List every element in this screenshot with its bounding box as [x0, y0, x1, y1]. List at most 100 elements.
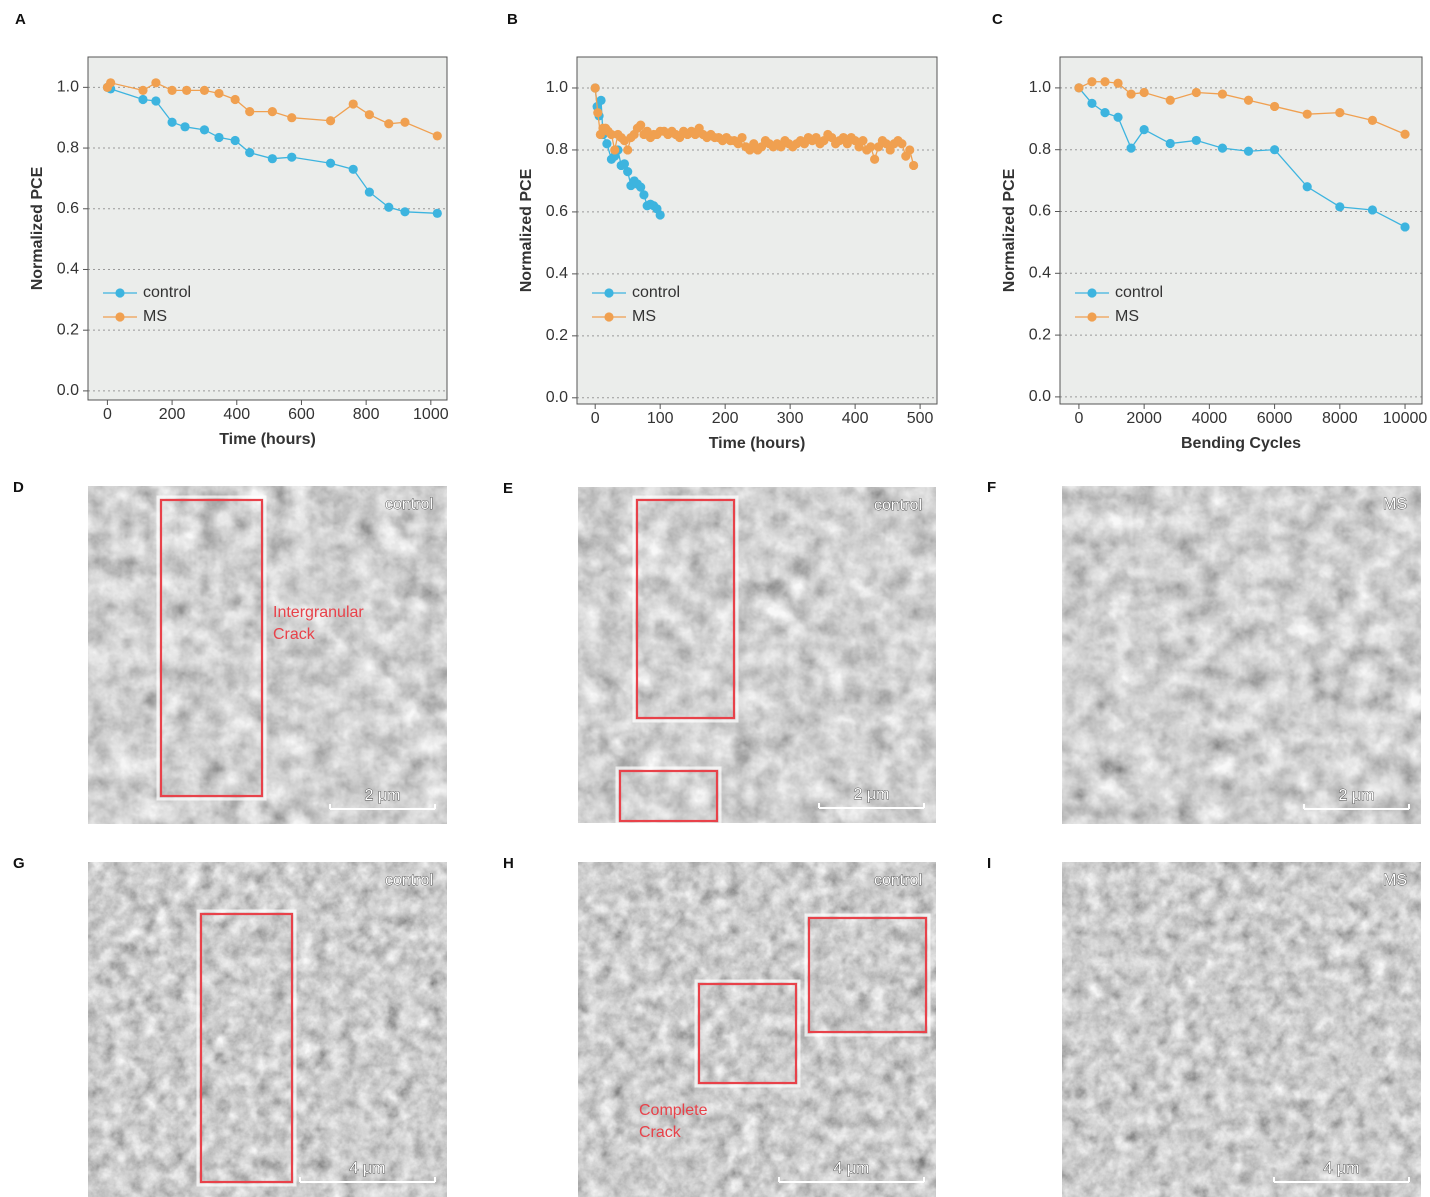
scale-bar-label: 4 μm: [834, 1160, 870, 1177]
data-point: [287, 113, 297, 123]
data-point: [866, 142, 876, 152]
data-point: [384, 119, 394, 129]
data-point: [1243, 146, 1254, 156]
image-label: control: [874, 497, 922, 514]
data-point: [1087, 77, 1097, 87]
highlight-glow: [694, 979, 801, 1088]
data-point: [167, 85, 177, 95]
data-point: [1269, 101, 1280, 112]
data-point: [1139, 125, 1149, 135]
data-point: [138, 85, 148, 95]
data-point: [610, 145, 620, 155]
x-tick-label: 300: [777, 410, 804, 427]
legend-label: MS: [143, 308, 167, 325]
scale-bar-label: 4 μm: [350, 1160, 386, 1177]
plot-area: [577, 57, 937, 404]
y-tick-label: 1.0: [57, 79, 79, 96]
panel-letter: H: [503, 855, 514, 872]
y-tick-label: 0.6: [546, 203, 568, 220]
x-tick-label: 0: [103, 406, 112, 423]
y-tick-label: 1.0: [546, 79, 568, 96]
y-tick-label: 0.8: [1029, 141, 1051, 158]
y-tick-label: 0.8: [57, 139, 79, 156]
data-point: [1269, 145, 1280, 155]
annotation: Crack: [639, 1124, 682, 1141]
legend-marker: [1087, 312, 1097, 322]
panel-letter: G: [13, 855, 25, 872]
highlight-box: [618, 769, 719, 823]
data-point: [230, 135, 240, 146]
highlight-box: [807, 916, 928, 1034]
data-point: [602, 139, 612, 149]
data-point: [106, 78, 116, 88]
data-point: [267, 154, 277, 164]
data-point: [1302, 182, 1312, 192]
scale-bar-label: 2 μm: [854, 786, 890, 803]
data-point: [590, 83, 600, 93]
data-point: [267, 107, 277, 117]
data-point: [1074, 83, 1084, 93]
legend-marker: [1087, 288, 1097, 298]
x-tick-label: 400: [223, 406, 250, 423]
data-point: [151, 78, 161, 88]
y-tick-label: 0.6: [1029, 203, 1051, 220]
data-point: [138, 94, 148, 105]
data-point: [1367, 115, 1378, 125]
x-tick-label: 10000: [1383, 410, 1428, 427]
data-point: [1335, 202, 1345, 212]
plot-area: [88, 57, 447, 400]
y-tick-label: 0.6: [57, 200, 79, 217]
sem-image: [1062, 862, 1421, 1197]
image-label: control: [385, 496, 433, 513]
sem-image: [578, 487, 936, 823]
data-point: [400, 117, 410, 127]
y-axis-label: Normalized PCE: [518, 168, 535, 292]
data-point: [1087, 98, 1097, 108]
data-point: [858, 136, 868, 146]
highlight-glow: [615, 766, 722, 826]
data-point: [897, 139, 907, 149]
x-axis-label: Time (hours): [219, 431, 316, 448]
plot-area: [1060, 57, 1422, 404]
y-tick-label: 0.4: [57, 261, 79, 278]
data-point: [655, 210, 665, 220]
data-point: [1191, 87, 1201, 98]
data-point: [1217, 89, 1228, 99]
plot-frame: [1059, 56, 1423, 405]
data-point: [180, 122, 190, 132]
data-point: [325, 116, 336, 126]
legend-label: control: [143, 284, 191, 301]
data-point: [1113, 112, 1123, 122]
plot-frame: [576, 56, 938, 405]
image-label: control: [385, 872, 433, 889]
data-point: [1126, 143, 1136, 153]
x-tick-label: 200: [159, 406, 186, 423]
data-point: [432, 131, 442, 141]
legend-label: control: [1115, 284, 1163, 301]
x-axis-label: Bending Cycles: [1181, 435, 1301, 452]
legend-label: MS: [632, 308, 656, 325]
annotation: Crack: [273, 626, 316, 643]
y-axis-label: Normalized PCE: [1001, 168, 1018, 292]
data-point: [1367, 205, 1378, 215]
y-tick-label: 0.2: [546, 327, 568, 344]
data-point: [287, 152, 297, 162]
data-point: [214, 132, 224, 143]
data-point: [1126, 89, 1136, 99]
data-point: [905, 145, 915, 155]
data-point: [619, 159, 630, 169]
data-point: [151, 96, 161, 106]
x-tick-label: 0: [591, 410, 600, 427]
data-point: [1113, 78, 1123, 88]
panel-letter: C: [992, 11, 1003, 28]
y-tick-label: 0.0: [1029, 388, 1051, 405]
data-point: [639, 190, 649, 200]
x-tick-label: 4000: [1192, 410, 1228, 427]
data-point: [636, 182, 646, 192]
scale-bar-label: 2 μm: [1339, 787, 1375, 804]
data-point: [199, 85, 210, 95]
y-axis-label: Normalized PCE: [29, 166, 46, 290]
data-point: [245, 107, 255, 117]
